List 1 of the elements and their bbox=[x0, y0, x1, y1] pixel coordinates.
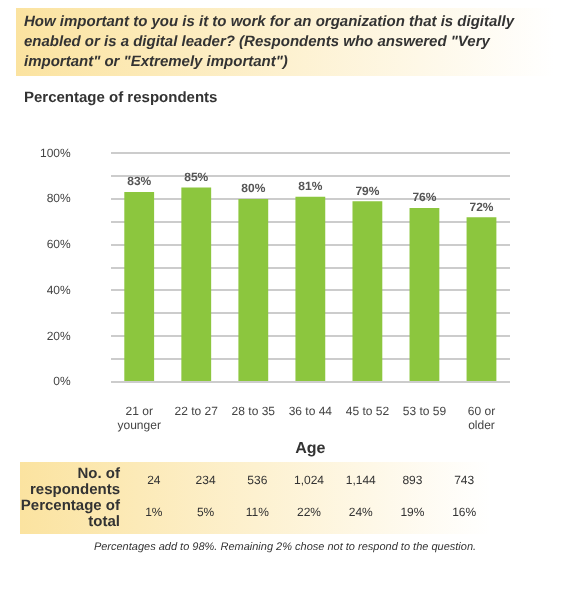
x-axis-title: Age bbox=[295, 438, 327, 457]
